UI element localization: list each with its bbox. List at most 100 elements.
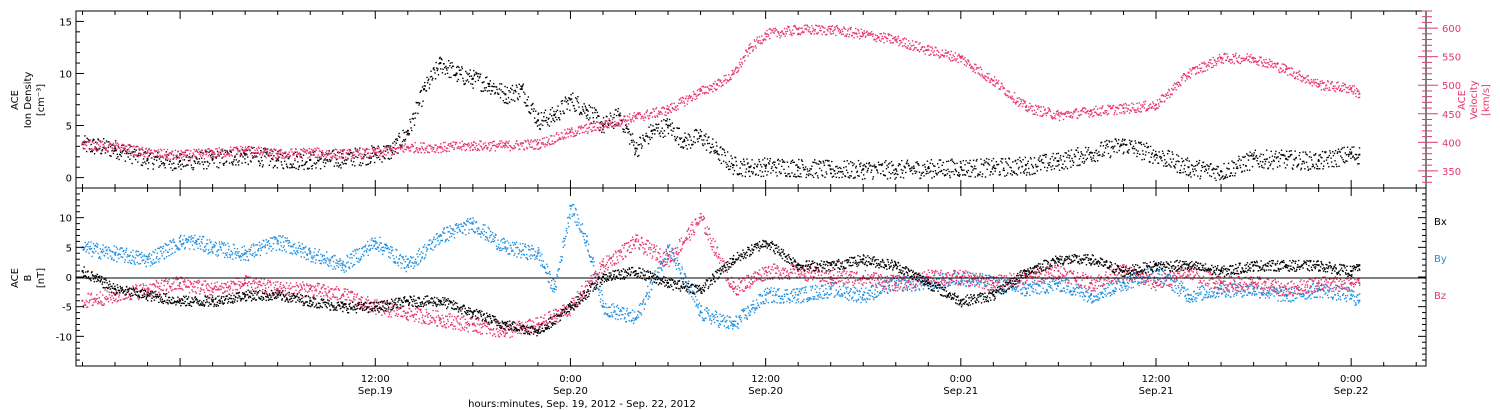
- data-point: [550, 120, 552, 123]
- data-point: [174, 251, 176, 253]
- data-point: [187, 238, 189, 241]
- data-point: [392, 146, 395, 149]
- data-point: [1336, 152, 1339, 154]
- data-point: [1009, 95, 1011, 98]
- data-point: [507, 96, 510, 99]
- data-point: [763, 38, 766, 40]
- data-point: [564, 100, 566, 102]
- data-point: [1007, 164, 1009, 166]
- data-point: [966, 171, 968, 174]
- data-point: [889, 39, 891, 42]
- data-point: [1055, 165, 1057, 167]
- data-point: [1357, 156, 1360, 159]
- data-point: [1327, 156, 1329, 159]
- data-points-layer: [81, 24, 1361, 339]
- data-point: [844, 28, 847, 30]
- data-point: [1313, 81, 1316, 83]
- data-point: [389, 147, 391, 150]
- data-point: [1239, 62, 1242, 65]
- data-point: [960, 162, 962, 164]
- data-point: [1106, 109, 1108, 112]
- data-point: [107, 150, 109, 152]
- data-point: [184, 239, 187, 241]
- data-point: [667, 112, 670, 114]
- data-point: [806, 173, 808, 176]
- data-point: [264, 148, 267, 150]
- data-point: [926, 45, 929, 48]
- data-point: [167, 157, 169, 160]
- data-point: [564, 129, 566, 131]
- data-point: [724, 154, 727, 157]
- data-point: [163, 153, 166, 156]
- data-point: [1065, 166, 1067, 168]
- data-point: [877, 172, 879, 174]
- data-point: [137, 161, 139, 163]
- data-point: [91, 147, 93, 150]
- data-point: [450, 67, 453, 69]
- data-point: [241, 146, 244, 149]
- data-point: [123, 148, 125, 150]
- data-point: [566, 108, 568, 110]
- data-point: [1100, 114, 1102, 117]
- data-point: [898, 39, 901, 42]
- data-point: [1348, 153, 1350, 156]
- data-point: [1092, 157, 1094, 159]
- data-point: [302, 147, 305, 150]
- data-point: [134, 158, 137, 161]
- data-point: [244, 253, 246, 256]
- data-point: [1062, 113, 1064, 115]
- data-point: [157, 258, 160, 261]
- data-point: [350, 149, 352, 152]
- data-point: [89, 248, 92, 250]
- data-point: [83, 143, 85, 146]
- data-point: [169, 160, 172, 163]
- data-point: [467, 73, 469, 76]
- data-point: [1336, 82, 1338, 84]
- data-point: [1137, 107, 1139, 109]
- data-point: [877, 37, 879, 39]
- data-point: [365, 148, 367, 150]
- data-point: [121, 143, 124, 146]
- data-point: [178, 157, 181, 159]
- data-point: [372, 149, 374, 151]
- data-point: [645, 111, 647, 114]
- data-point: [1043, 154, 1045, 157]
- data-point: [1217, 172, 1219, 174]
- data-point: [967, 169, 970, 172]
- data-point: [725, 166, 728, 168]
- data-point: [1346, 160, 1348, 163]
- data-point: [1350, 88, 1352, 91]
- data-point: [1260, 164, 1263, 167]
- data-point: [1083, 162, 1085, 164]
- data-point: [854, 32, 856, 35]
- data-point: [1070, 166, 1072, 168]
- data-point: [589, 117, 591, 119]
- data-point: [436, 147, 438, 150]
- data-point: [743, 56, 745, 59]
- data-point: [720, 79, 722, 82]
- data-point: [281, 157, 283, 159]
- data-point: [1264, 163, 1266, 165]
- data-point: [592, 117, 594, 119]
- data-point: [1354, 92, 1357, 95]
- data-point: [1275, 66, 1278, 68]
- data-point: [1120, 104, 1122, 106]
- data-point: [1332, 154, 1335, 157]
- data-point: [723, 75, 725, 77]
- data-point: [645, 132, 647, 135]
- data-point: [736, 164, 738, 167]
- data-point: [799, 33, 802, 36]
- data-point: [417, 151, 420, 154]
- data-point: [458, 146, 460, 148]
- data-point: [1217, 56, 1220, 59]
- data-point: [272, 151, 275, 153]
- data-point: [954, 168, 957, 171]
- data-point: [112, 251, 114, 253]
- data-point: [679, 138, 682, 141]
- data-point: [290, 149, 292, 151]
- data-point: [696, 138, 699, 140]
- data-point: [914, 46, 916, 49]
- data-point: [575, 134, 577, 136]
- data-point: [990, 77, 992, 80]
- data-point: [643, 119, 645, 122]
